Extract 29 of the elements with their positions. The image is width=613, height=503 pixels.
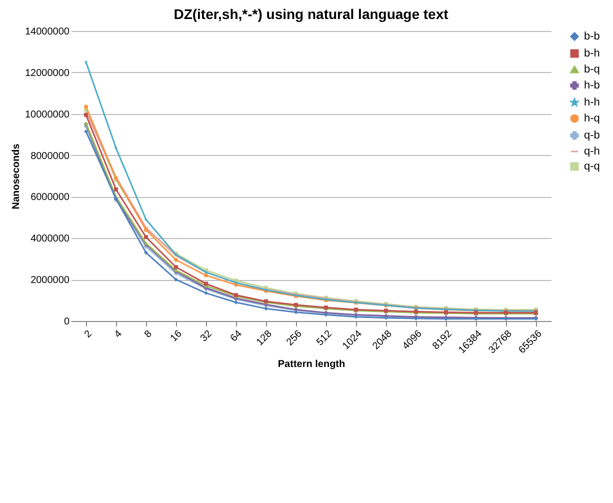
y-tick-label: 8000000 [30, 150, 70, 162]
legend-label: h-q [584, 112, 600, 124]
x-tick-label: 4 [112, 328, 125, 340]
y-axis-title: Nanoseconds [11, 143, 22, 210]
x-tick-label: 8 [142, 328, 155, 340]
y-tick-label: 10000000 [25, 109, 70, 120]
x-tick-label: 16 [168, 328, 185, 344]
legend-label: q-b [584, 130, 600, 142]
legend-label: b-h [584, 48, 600, 60]
legend-label: b-b [584, 30, 600, 42]
x-tick-label: 64 [228, 328, 245, 344]
y-tick-label: 0 [64, 316, 70, 328]
legend-label: q-q [584, 160, 600, 172]
x-tick-label: 2 [82, 328, 95, 340]
y-tick-label: 12000000 [25, 68, 70, 79]
legend-label: h-b [584, 80, 600, 92]
x-tick-label: 512 [314, 328, 335, 348]
y-tick-label: 14000000 [25, 26, 70, 38]
x-axis-title: Pattern length [278, 359, 346, 370]
y-tick-label: 2000000 [30, 275, 70, 286]
chart-title: DZ(iter,sh,*-*) using natural language text [174, 6, 449, 22]
legend-label: h-h [584, 96, 600, 108]
y-tick-label: 4000000 [30, 234, 70, 245]
x-tick-label: 32 [198, 328, 215, 344]
x-tick-label: 128 [254, 328, 275, 348]
legend-label: b-q [584, 64, 600, 76]
x-tick-label: 256 [284, 328, 305, 348]
legend-label: q-h [584, 146, 600, 158]
y-tick-label: 6000000 [30, 192, 70, 204]
